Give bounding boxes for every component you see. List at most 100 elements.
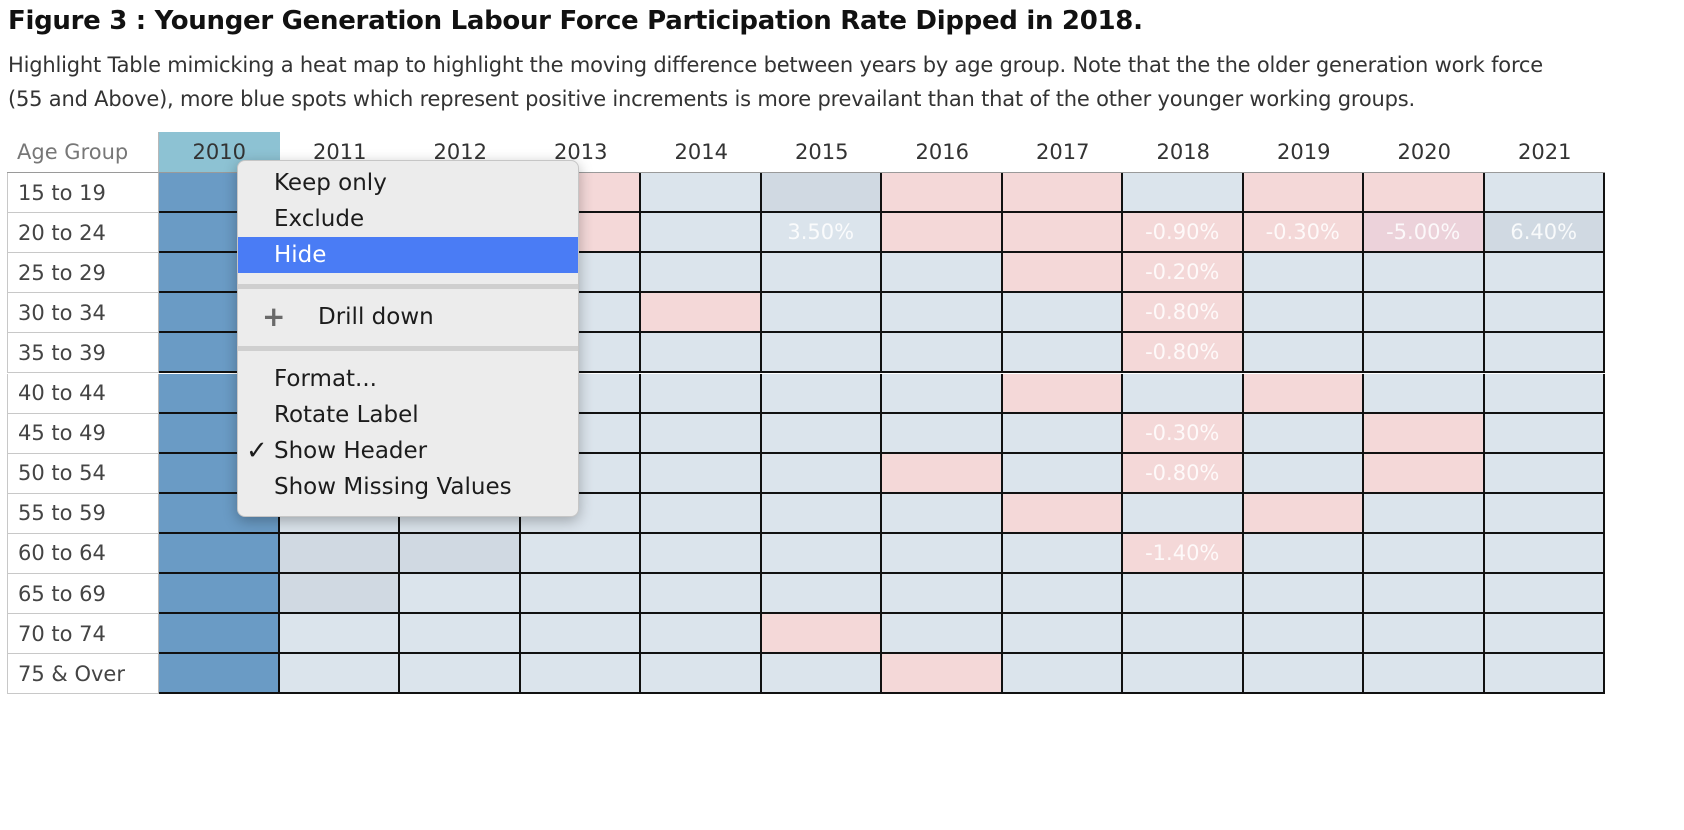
heatmap-cell[interactable] xyxy=(1484,654,1605,695)
heatmap-cell[interactable] xyxy=(761,533,882,574)
menu-item-show-missing-values[interactable]: Show Missing Values xyxy=(238,469,578,505)
heatmap-cell[interactable] xyxy=(1002,173,1123,214)
heatmap-cell[interactable] xyxy=(279,654,400,695)
column-header-2017[interactable]: 2017 xyxy=(1002,132,1123,173)
heatmap-cell[interactable] xyxy=(761,253,882,294)
heatmap-cell[interactable] xyxy=(761,654,882,695)
heatmap-cell[interactable] xyxy=(1364,373,1485,414)
heatmap-cell[interactable] xyxy=(1243,173,1364,214)
heatmap-cell[interactable] xyxy=(1002,614,1123,655)
heatmap-cell[interactable] xyxy=(761,413,882,454)
row-header[interactable]: 20 to 24 xyxy=(7,213,159,254)
heatmap-cell[interactable] xyxy=(1243,493,1364,534)
row-header[interactable]: 75 & Over xyxy=(7,654,159,695)
heatmap-cell[interactable] xyxy=(641,493,762,534)
row-header[interactable]: 30 to 34 xyxy=(7,293,159,334)
menu-item-format[interactable]: Format... xyxy=(238,361,578,397)
row-header[interactable]: 60 to 64 xyxy=(7,533,159,574)
column-header-2021[interactable]: 2021 xyxy=(1484,132,1605,173)
heatmap-cell[interactable] xyxy=(761,373,882,414)
heatmap-cell[interactable] xyxy=(1484,413,1605,454)
heatmap-cell[interactable] xyxy=(882,333,1003,374)
heatmap-cell[interactable] xyxy=(1243,574,1364,615)
heatmap-cell[interactable] xyxy=(1002,574,1123,615)
heatmap-cell[interactable] xyxy=(1243,533,1364,574)
heatmap-cell[interactable] xyxy=(1484,493,1605,534)
heatmap-cell[interactable] xyxy=(1002,413,1123,454)
heatmap-cell[interactable] xyxy=(761,173,882,214)
heatmap-cell[interactable] xyxy=(279,574,400,615)
heatmap-cell[interactable] xyxy=(1243,453,1364,494)
heatmap-cell[interactable] xyxy=(1364,654,1485,695)
row-header[interactable]: 25 to 29 xyxy=(7,253,159,294)
column-header-2016[interactable]: 2016 xyxy=(882,132,1003,173)
heatmap-cell[interactable] xyxy=(641,373,762,414)
column-header-2015[interactable]: 2015 xyxy=(761,132,882,173)
heatmap-cell[interactable] xyxy=(761,574,882,615)
heatmap-cell[interactable] xyxy=(641,413,762,454)
column-header-age-group[interactable]: Age Group xyxy=(7,132,159,173)
heatmap-cell[interactable] xyxy=(1364,453,1485,494)
heatmap-cell[interactable] xyxy=(1364,574,1485,615)
heatmap-cell[interactable] xyxy=(1002,453,1123,494)
heatmap-cell[interactable] xyxy=(1364,173,1485,214)
heatmap-cell[interactable] xyxy=(1364,413,1485,454)
heatmap-cell[interactable]: -0.80% xyxy=(1123,293,1244,334)
heatmap-cell[interactable] xyxy=(1484,173,1605,214)
heatmap-cell[interactable] xyxy=(882,293,1003,334)
heatmap-cell[interactable] xyxy=(761,453,882,494)
heatmap-cell[interactable] xyxy=(1484,574,1605,615)
heatmap-cell[interactable] xyxy=(1002,253,1123,294)
heatmap-cell[interactable] xyxy=(882,533,1003,574)
row-header[interactable]: 50 to 54 xyxy=(7,453,159,494)
heatmap-cell[interactable] xyxy=(882,614,1003,655)
column-header-2018[interactable]: 2018 xyxy=(1123,132,1244,173)
heatmap-cell[interactable]: 3.50% xyxy=(761,213,882,254)
heatmap-cell[interactable] xyxy=(400,533,521,574)
heatmap-cell[interactable] xyxy=(1123,173,1244,214)
row-header[interactable]: 15 to 19 xyxy=(7,173,159,214)
column-header-2014[interactable]: 2014 xyxy=(641,132,762,173)
heatmap-cell[interactable] xyxy=(1002,493,1123,534)
heatmap-cell[interactable] xyxy=(882,453,1003,494)
heatmap-cell[interactable] xyxy=(1484,533,1605,574)
heatmap-cell[interactable] xyxy=(400,574,521,615)
heatmap-cell[interactable] xyxy=(641,533,762,574)
heatmap-cell[interactable] xyxy=(882,493,1003,534)
heatmap-cell[interactable]: -0.90% xyxy=(1123,213,1244,254)
heatmap-cell[interactable] xyxy=(159,654,280,695)
row-header[interactable]: 45 to 49 xyxy=(7,413,159,454)
heatmap-cell[interactable] xyxy=(1123,493,1244,534)
heatmap-cell[interactable]: -5.00% xyxy=(1364,213,1485,254)
heatmap-cell[interactable] xyxy=(1364,533,1485,574)
heatmap-cell[interactable] xyxy=(1243,293,1364,334)
heatmap-cell[interactable] xyxy=(1484,333,1605,374)
heatmap-cell[interactable]: -0.80% xyxy=(1123,453,1244,494)
row-header[interactable]: 40 to 44 xyxy=(7,373,159,414)
heatmap-cell[interactable] xyxy=(882,574,1003,615)
heatmap-cell[interactable]: -0.30% xyxy=(1123,413,1244,454)
heatmap-cell[interactable] xyxy=(159,533,280,574)
heatmap-cell[interactable] xyxy=(1243,654,1364,695)
heatmap-cell[interactable] xyxy=(279,614,400,655)
heatmap-cell[interactable] xyxy=(1243,253,1364,294)
heatmap-cell[interactable] xyxy=(520,574,641,615)
heatmap-cell[interactable] xyxy=(1243,413,1364,454)
heatmap-cell[interactable] xyxy=(1484,253,1605,294)
heatmap-cell[interactable] xyxy=(1484,614,1605,655)
heatmap-cell[interactable] xyxy=(400,654,521,695)
heatmap-cell[interactable] xyxy=(1002,293,1123,334)
menu-item-keep-only[interactable]: Keep only xyxy=(238,165,578,201)
menu-item-hide[interactable]: Hide xyxy=(238,237,578,273)
menu-item-rotate-label[interactable]: Rotate Label xyxy=(238,397,578,433)
heatmap-cell[interactable] xyxy=(641,253,762,294)
heatmap-cell[interactable] xyxy=(279,533,400,574)
heatmap-cell[interactable] xyxy=(159,614,280,655)
heatmap-cell[interactable] xyxy=(641,333,762,374)
heatmap-cell[interactable] xyxy=(1364,614,1485,655)
heatmap-cell[interactable] xyxy=(882,253,1003,294)
heatmap-cell[interactable] xyxy=(1002,533,1123,574)
heatmap-cell[interactable] xyxy=(1123,654,1244,695)
heatmap-cell[interactable] xyxy=(641,213,762,254)
heatmap-cell[interactable] xyxy=(159,574,280,615)
